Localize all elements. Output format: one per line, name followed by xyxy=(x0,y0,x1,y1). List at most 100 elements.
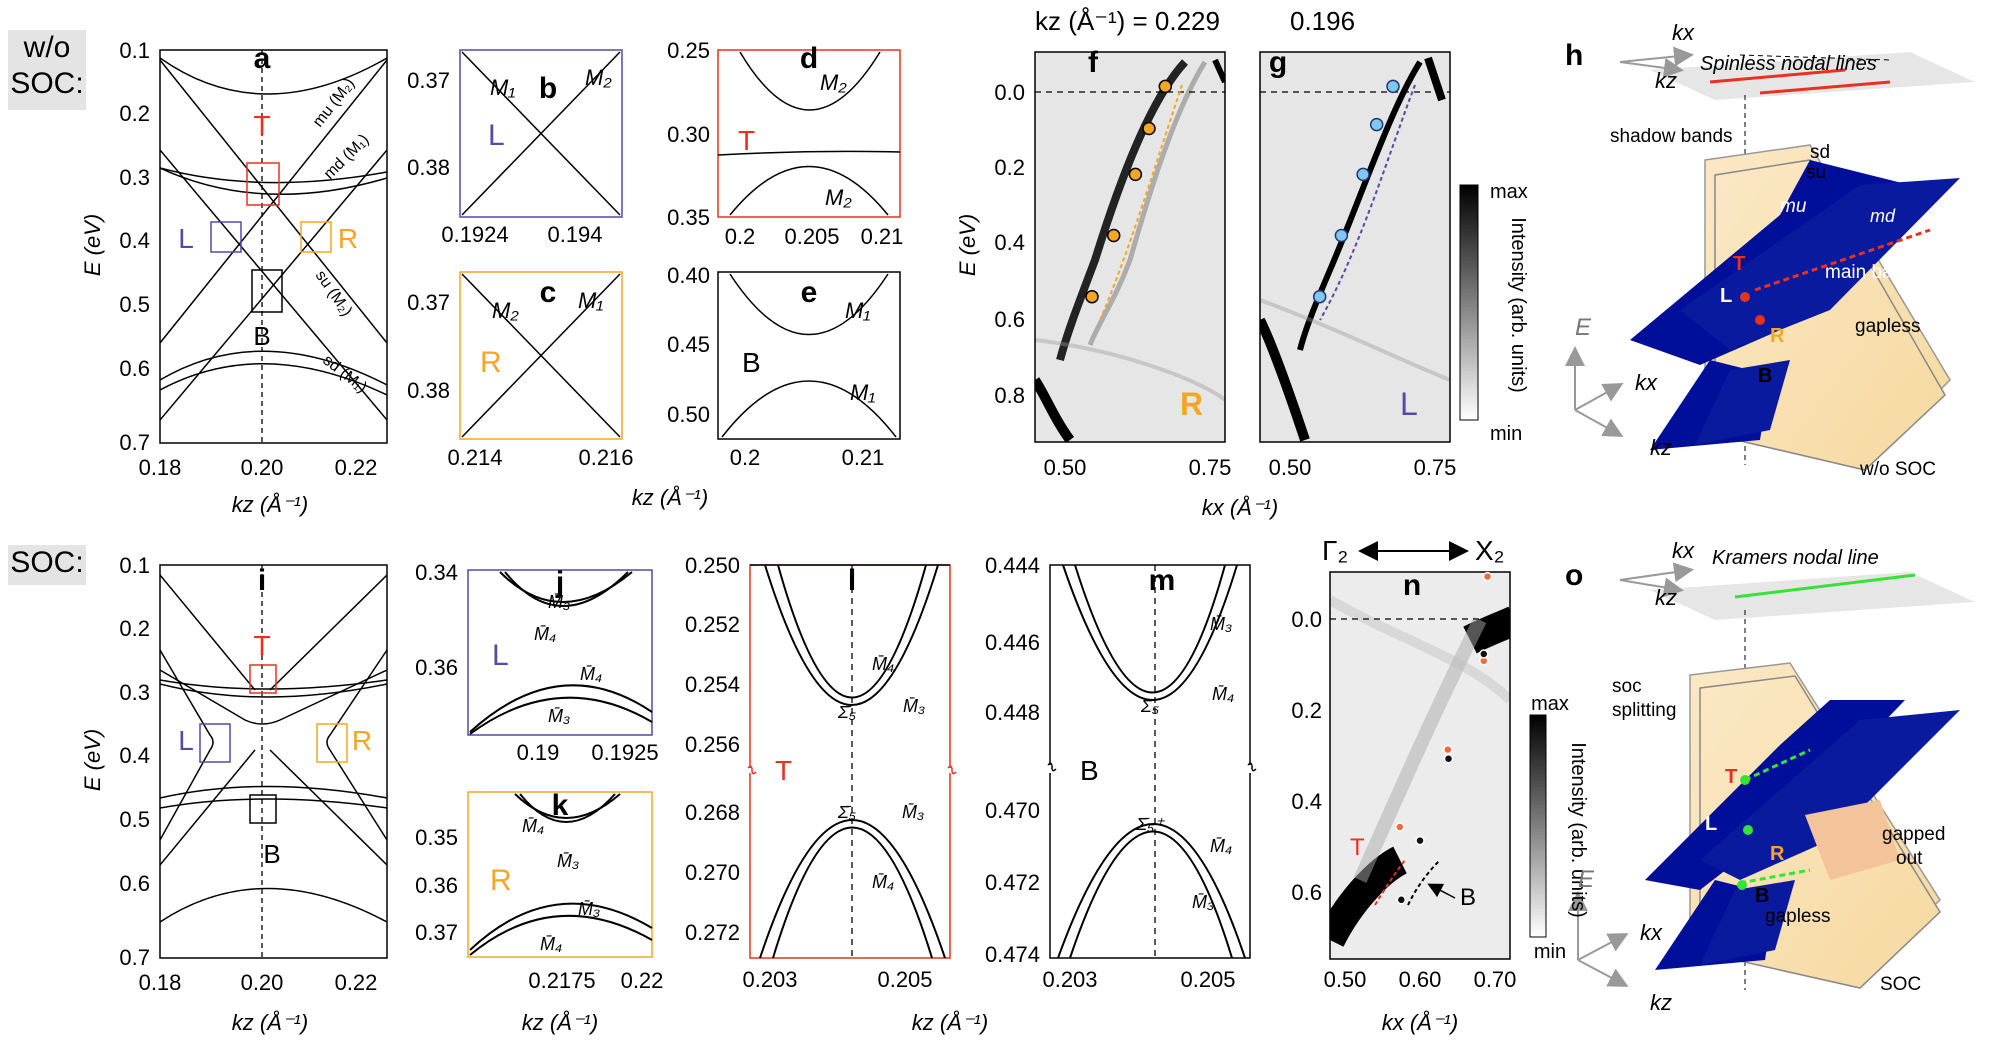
letter-j: j xyxy=(555,566,564,599)
n-xtick: 0.50 xyxy=(1324,967,1367,992)
n-black-point-1 xyxy=(1443,753,1454,764)
n-xtick: 0.70 xyxy=(1474,967,1517,992)
h-L: L xyxy=(1720,285,1732,307)
letter-k: k xyxy=(552,789,569,822)
panel-a-frame xyxy=(159,49,388,444)
d-band: M₂ xyxy=(825,185,852,210)
panel-g-frame xyxy=(1259,51,1451,443)
lm-xlabel: kz (Å⁻¹) xyxy=(912,1010,988,1035)
a-ytick: 0.4 xyxy=(119,228,150,253)
i-xlabel: kz (Å⁻¹) xyxy=(232,1010,308,1035)
o-E: E xyxy=(1578,866,1595,893)
k-xtick: 0.22 xyxy=(621,968,664,993)
letter-e: e xyxy=(801,276,818,309)
box-B-a xyxy=(251,269,283,313)
jk-xlabel: kz (Å⁻¹) xyxy=(522,1010,598,1035)
fg-cbar-max: max xyxy=(1490,181,1528,203)
panel-l xyxy=(747,564,957,959)
o-kx: kx xyxy=(1672,538,1695,563)
f-data-point-0 xyxy=(1158,79,1173,94)
n-ytick: 0.4 xyxy=(1291,789,1322,814)
l-band: M̄₄ xyxy=(872,654,894,674)
b-ytick: 0.38 xyxy=(407,155,450,180)
n-ytick: 0.2 xyxy=(1291,698,1322,723)
f-label-R: R xyxy=(1180,386,1203,422)
n-ytick: 0.0 xyxy=(1291,607,1322,632)
panel-f-points xyxy=(1085,79,1173,304)
i-xtick: 0.22 xyxy=(335,970,378,995)
box-B-i xyxy=(249,794,277,824)
f-ytick: 0.0 xyxy=(994,80,1025,105)
letter-b: b xyxy=(539,72,557,105)
panel-b-frame xyxy=(459,49,623,218)
b-band: M₁ xyxy=(490,75,515,100)
d-xtick: 0.2 xyxy=(725,224,756,249)
n-cbar-label: Intensity (arb. units) xyxy=(1567,742,1589,918)
band-a-mu xyxy=(160,167,387,184)
f-data-point-4 xyxy=(1085,289,1099,304)
j-ytick: 0.36 xyxy=(415,655,458,680)
f-ylabel: E (eV) xyxy=(955,214,980,276)
g-xtick: 0.75 xyxy=(1414,455,1457,480)
o-T: T xyxy=(1725,766,1737,788)
i-label-L: L xyxy=(178,725,194,756)
i-ytick: 0.6 xyxy=(119,871,150,896)
o-kz: kz xyxy=(1655,585,1677,610)
h-title: Spinless nodal lines xyxy=(1700,53,1877,75)
l-ytick: 0.250 xyxy=(685,553,740,578)
e-label-B: B xyxy=(742,347,761,378)
i-label-B: B xyxy=(263,839,280,869)
m-sigma: Σ̄₅⁺ xyxy=(1135,814,1165,834)
h-caption: w/o SOC xyxy=(1859,459,1936,480)
a-label-L: L xyxy=(178,223,194,254)
box-R-i xyxy=(316,723,348,763)
l-band: M̄₄ xyxy=(872,872,894,892)
i-label-R: R xyxy=(352,725,372,756)
i-ytick: 0.5 xyxy=(119,807,150,832)
j-label-L: L xyxy=(492,639,509,672)
f-kz-title: kz (Å⁻¹) = 0.229 xyxy=(1035,6,1220,36)
k-xtick: 0.2175 xyxy=(528,968,595,993)
o-soc2: splitting xyxy=(1612,700,1676,721)
panel-k xyxy=(467,791,653,958)
o-gapped1: gapped xyxy=(1882,824,1945,845)
o-caption: SOC xyxy=(1880,974,1921,995)
panel-c-frame xyxy=(459,271,623,440)
panel-n xyxy=(1329,571,1511,960)
panel-a xyxy=(159,49,388,444)
i-ytick: 0.7 xyxy=(119,945,150,970)
panel-i-frame xyxy=(159,564,388,959)
panel-n-points xyxy=(1395,571,1493,905)
m-ytick: 0.448 xyxy=(985,700,1040,725)
b-band: M₂ xyxy=(585,65,612,90)
m-sigma: Σ̄₅ xyxy=(1140,696,1159,716)
l-band: M̄₃ xyxy=(902,802,924,822)
l-ytick: 0.272 xyxy=(685,920,740,945)
n-orange-point-0 xyxy=(1482,571,1493,582)
a-xlabel: kz (Å⁻¹) xyxy=(232,492,308,517)
m-ytick: 0.446 xyxy=(985,630,1040,655)
panel-n-frame xyxy=(1329,571,1511,960)
box-R-a xyxy=(300,221,332,253)
panel-f-frame xyxy=(1034,51,1226,443)
f-ytick: 0.6 xyxy=(994,307,1025,332)
fg-xlabel: kx (Å⁻¹) xyxy=(1202,495,1278,520)
h-kx: kx xyxy=(1672,20,1695,45)
panel-c xyxy=(459,271,623,440)
panel-e xyxy=(717,271,901,440)
d-ytick: 0.25 xyxy=(667,38,710,63)
c-band: M₂ xyxy=(492,298,519,323)
n-cbar-min: min xyxy=(1534,941,1566,963)
n-ytick: 0.6 xyxy=(1291,880,1322,905)
letter-d: d xyxy=(800,42,818,75)
row-tag-wo-soc-line2: SOC: xyxy=(10,67,84,100)
band-a-top xyxy=(160,57,387,95)
o-soc1: soc xyxy=(1612,676,1642,697)
a-ytick: 0.2 xyxy=(119,101,150,126)
j-band: M̄₃ xyxy=(548,592,570,612)
j-xtick: 0.19 xyxy=(517,740,560,765)
panel-d xyxy=(717,49,901,218)
n-orange-point-2 xyxy=(1443,744,1453,755)
a-xtick: 0.18 xyxy=(139,455,182,480)
